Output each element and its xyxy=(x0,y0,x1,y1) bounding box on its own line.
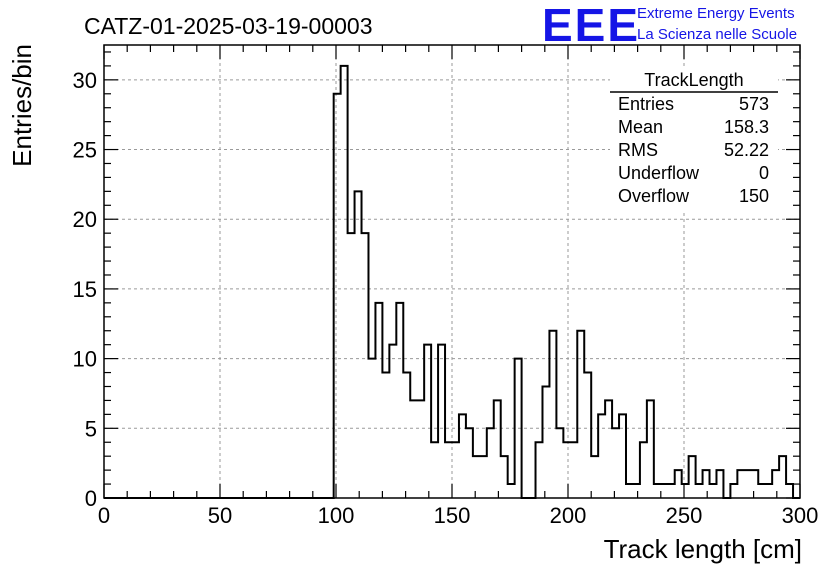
y-tick-label: 0 xyxy=(85,486,97,511)
stats-label-entries: Entries xyxy=(618,94,674,114)
x-tick-label: 100 xyxy=(318,503,355,528)
y-tick-label: 5 xyxy=(85,416,97,441)
axis-ticks xyxy=(103,45,801,499)
y-tick-label: 15 xyxy=(73,277,97,302)
x-tick-label: 0 xyxy=(98,503,110,528)
stats-title: TrackLength xyxy=(644,70,743,90)
grid-lines xyxy=(104,45,800,498)
stats-box: TrackLength Entries 573 Mean 158.3 RMS 5… xyxy=(610,68,778,210)
stats-value-entries: 573 xyxy=(739,94,769,114)
x-tick-label: 200 xyxy=(550,503,587,528)
stats-value-underflow: 0 xyxy=(759,163,769,183)
stats-label-rms: RMS xyxy=(618,140,658,160)
stats-label-overflow: Overflow xyxy=(618,186,690,206)
stats-label-underflow: Underflow xyxy=(618,163,700,183)
stats-label-mean: Mean xyxy=(618,117,663,137)
stats-value-rms: 52.22 xyxy=(724,140,769,160)
y-axis-label: Entries/bin xyxy=(7,44,37,167)
x-tick-label: 150 xyxy=(434,503,471,528)
y-tick-labels: 0 5 10 15 20 25 30 xyxy=(73,68,97,511)
x-tick-label: 300 xyxy=(782,503,819,528)
logo-line-1: Extreme Energy Events xyxy=(637,5,795,22)
stats-value-overflow: 150 xyxy=(739,186,769,206)
x-tick-labels: 0 50 100 150 200 250 300 xyxy=(98,503,818,528)
y-tick-label: 20 xyxy=(73,207,97,232)
y-tick-label: 30 xyxy=(73,68,97,93)
run-title: CATZ-01-2025-03-19-00003 xyxy=(84,13,373,39)
stats-value-mean: 158.3 xyxy=(724,117,769,137)
logo-line-2: La Scienza nelle Scuole xyxy=(637,26,797,43)
x-axis-label: Track length [cm] xyxy=(604,534,802,564)
eee-logo-icon: EEE xyxy=(542,0,640,51)
y-tick-label: 25 xyxy=(73,138,97,163)
x-tick-label: 250 xyxy=(666,503,703,528)
y-tick-label: 10 xyxy=(73,347,97,372)
x-tick-label: 50 xyxy=(208,503,232,528)
